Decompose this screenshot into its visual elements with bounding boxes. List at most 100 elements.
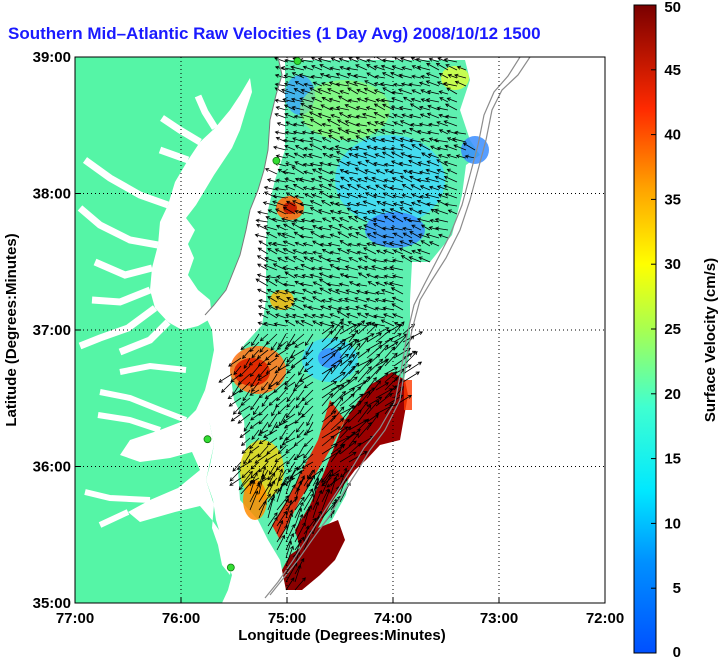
velocity-vector [303, 517, 317, 535]
velocity-vector [382, 87, 395, 95]
velocity-vector [421, 152, 431, 159]
velocity-vector [318, 266, 332, 271]
velocity-vector [256, 224, 269, 231]
velocity-vector [277, 405, 287, 415]
velocity-vector [409, 231, 422, 239]
velocity-vector [285, 532, 294, 551]
velocity-vector [309, 273, 323, 279]
velocity-vector [276, 498, 289, 519]
velocity-vector [321, 298, 332, 303]
colorbar-tick-label: 30 [664, 256, 681, 273]
y-tick-label: 35:00 [33, 595, 71, 612]
velocity-vector [276, 468, 284, 487]
velocity-vector [286, 397, 296, 408]
velocity-vector [294, 496, 305, 511]
velocity-vector [347, 114, 359, 119]
velocity-vector [296, 389, 305, 401]
velocity-vector [275, 154, 287, 159]
velocity-vector [366, 353, 381, 367]
velocity-vector [436, 159, 449, 167]
velocity-vector [309, 257, 323, 263]
velocity-vector [267, 248, 278, 255]
velocity-vector [401, 113, 413, 119]
velocity-vector [426, 63, 440, 71]
velocity-vector [300, 121, 314, 127]
velocity-vector [281, 217, 296, 223]
velocity-vector [400, 57, 413, 63]
velocity-vector [373, 112, 386, 119]
velocity-vector [436, 168, 449, 175]
velocity-vector [355, 305, 368, 311]
velocity-vector [442, 81, 458, 87]
velocity-vector [303, 313, 314, 319]
velocity-vector [437, 193, 449, 199]
velocity-vector [290, 349, 305, 359]
velocity-vector [365, 136, 377, 143]
velocity-vector [428, 241, 440, 247]
velocity-vector [274, 87, 287, 95]
velocity-vector [430, 145, 440, 151]
velocity-vector [364, 97, 377, 103]
velocity-vector [299, 373, 314, 382]
velocity-vector [339, 136, 350, 143]
velocity-vector [435, 62, 449, 71]
velocity-vector [312, 225, 323, 231]
velocity-vector [426, 202, 440, 207]
velocity-vector [319, 321, 332, 327]
velocity-vector [309, 143, 323, 151]
velocity-vector [285, 545, 294, 567]
velocity-vector [321, 330, 333, 343]
velocity-vector [274, 365, 287, 374]
velocity-vector [398, 106, 413, 111]
velocity-vector [328, 134, 341, 143]
velocity-vector [338, 282, 350, 287]
velocity-vector [339, 426, 352, 439]
colorbar-tick-label: 45 [664, 62, 681, 79]
velocity-vector [408, 239, 422, 247]
velocity-vector [276, 274, 287, 280]
velocity-vector [263, 429, 278, 438]
colorbar-tick-label: 0 [673, 644, 681, 659]
velocity-vector [380, 137, 395, 143]
velocity-vector [282, 138, 296, 143]
velocity-vector [366, 210, 377, 215]
velocity-vector [265, 365, 278, 374]
velocity-vector [346, 202, 359, 207]
velocity-vector [319, 313, 332, 319]
velocity-vector [364, 169, 377, 175]
velocity-vector [454, 80, 467, 87]
velocity-vector [247, 453, 260, 463]
velocity-vector [320, 200, 332, 207]
velocity-vector [294, 145, 305, 151]
x-tick-label: 72:00 [586, 610, 624, 627]
velocity-vector [445, 64, 458, 71]
velocity-vector [355, 232, 368, 239]
velocity-vector [439, 97, 449, 103]
velocity-vector [298, 202, 314, 207]
velocity-vector [293, 437, 305, 447]
velocity-vector [329, 233, 341, 239]
velocity-vector [348, 57, 359, 63]
velocity-vector [311, 193, 323, 199]
velocity-vector [330, 338, 347, 351]
velocity-vector [330, 472, 339, 487]
velocity-vector [348, 442, 362, 455]
colorbar-tick-label: 10 [664, 515, 681, 532]
velocity-vector [371, 265, 386, 271]
velocity-vector [393, 121, 404, 127]
velocity-vector [317, 209, 332, 215]
velocity-vector [283, 421, 296, 429]
velocity-vector [293, 266, 305, 271]
velocity-vector [367, 281, 377, 287]
velocity-vector [383, 215, 395, 223]
velocity-vector [356, 88, 368, 95]
velocity-vector [392, 82, 404, 87]
velocity-vector [304, 333, 314, 346]
velocity-vector [300, 263, 314, 271]
velocity-vector [302, 186, 314, 191]
velocity-vector [321, 426, 341, 439]
velocity-vector [255, 218, 269, 223]
velocity-vector [456, 65, 467, 71]
x-tick-label: 75:00 [268, 610, 306, 627]
velocity-vector [427, 153, 440, 159]
